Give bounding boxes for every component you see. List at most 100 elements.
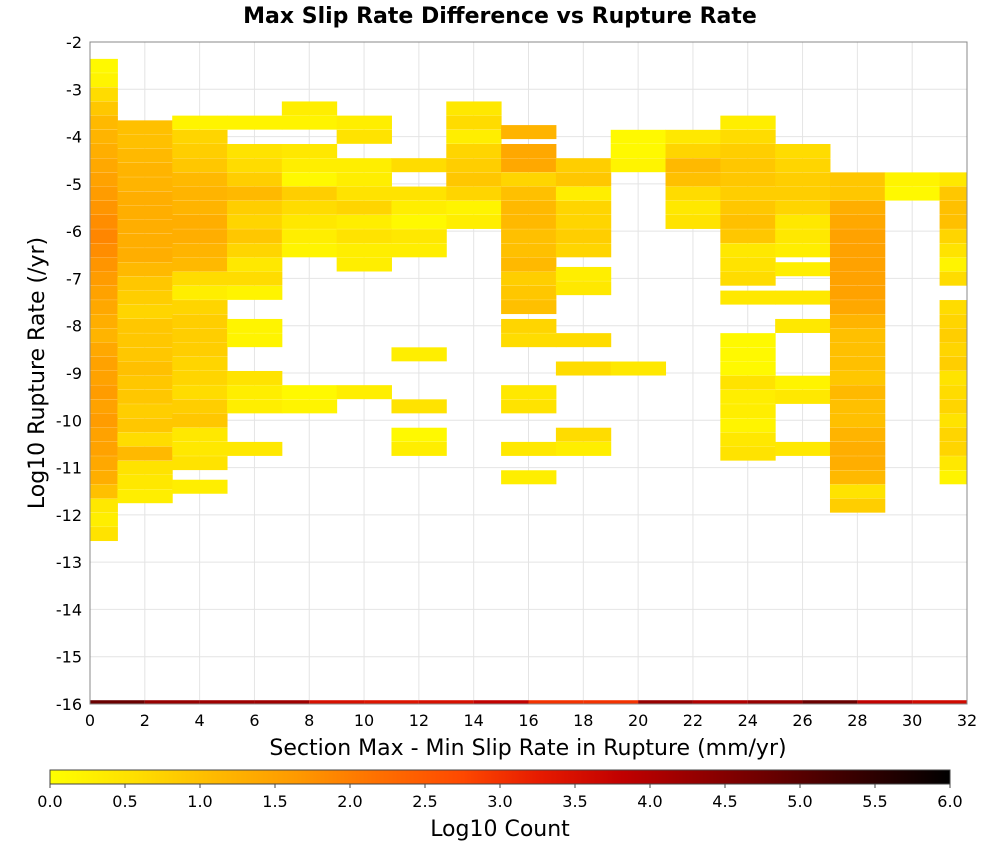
heatmap-cell bbox=[665, 172, 721, 187]
colorbar-tick-label: 3.0 bbox=[487, 792, 512, 811]
heatmap-cell bbox=[501, 285, 557, 300]
heatmap-cell bbox=[720, 389, 776, 404]
heatmap-cell bbox=[775, 200, 831, 215]
heatmap-cell bbox=[90, 243, 118, 258]
heatmap-cell bbox=[610, 361, 667, 376]
heatmap-cell bbox=[90, 512, 118, 527]
x-tick-label: 10 bbox=[354, 711, 374, 730]
heatmap-cell bbox=[172, 413, 228, 428]
heatmap-cell bbox=[90, 158, 118, 173]
heatmap-cell bbox=[555, 158, 612, 173]
heatmap-cell bbox=[117, 489, 173, 504]
heatmap-cell bbox=[391, 158, 447, 173]
heatmap-cell bbox=[117, 375, 173, 390]
heatmap-cell bbox=[336, 229, 392, 244]
heatmap-cell bbox=[172, 456, 228, 471]
x-tick-label: 12 bbox=[409, 711, 429, 730]
heatmap-cell bbox=[281, 144, 338, 159]
heatmap-cell bbox=[90, 115, 118, 130]
heatmap-cell bbox=[227, 271, 283, 286]
heatmap-cell bbox=[281, 186, 338, 201]
heatmap-cell bbox=[90, 300, 118, 315]
heatmap-cell bbox=[446, 186, 502, 201]
heatmap-cell bbox=[775, 144, 831, 159]
y-axis-label: Log10 Rupture Rate (/yr) bbox=[25, 237, 50, 509]
heatmap-cell bbox=[281, 200, 338, 215]
heatmap-cell bbox=[90, 456, 118, 471]
heatmap-cell bbox=[939, 399, 968, 414]
heatmap-cell bbox=[720, 186, 776, 201]
heatmap-cell-bottom-row bbox=[528, 700, 584, 704]
heatmap-cell bbox=[720, 375, 776, 390]
heatmap-cell bbox=[227, 200, 283, 215]
x-axis-label: Section Max - Min Slip Rate in Rupture (… bbox=[269, 736, 786, 761]
colorbar-tick-label: 3.5 bbox=[562, 792, 587, 811]
x-tick-label: 32 bbox=[957, 711, 977, 730]
heatmap-cell bbox=[829, 314, 886, 329]
heatmap-cell bbox=[90, 370, 118, 385]
heatmap-cell bbox=[90, 441, 118, 456]
heatmap-cell bbox=[501, 399, 557, 414]
heatmap-cell bbox=[90, 101, 118, 116]
heatmap-cell bbox=[172, 427, 228, 442]
heatmap-cell-bottom-row bbox=[857, 700, 913, 704]
heatmap-cell bbox=[227, 158, 283, 173]
heatmap-cell bbox=[501, 243, 557, 258]
heatmap-cell bbox=[281, 399, 338, 414]
heatmap-cell bbox=[939, 370, 968, 385]
heatmap-cell bbox=[117, 304, 173, 319]
heatmap-cell bbox=[829, 498, 886, 513]
heatmap-cell bbox=[172, 314, 228, 329]
x-tick-label: 14 bbox=[464, 711, 484, 730]
heatmap-cell bbox=[172, 441, 228, 456]
heatmap-cell bbox=[227, 144, 283, 159]
heatmap-cell bbox=[90, 200, 118, 215]
heatmap-cell bbox=[117, 248, 173, 263]
heatmap-cell-bottom-row bbox=[199, 700, 255, 704]
heatmap-cell bbox=[829, 328, 886, 343]
colorbar-tick-label: 5.5 bbox=[862, 792, 887, 811]
heatmap-cell bbox=[90, 257, 118, 272]
heatmap-cell bbox=[172, 356, 228, 371]
heatmap-cell bbox=[117, 205, 173, 220]
heatmap-cell bbox=[665, 144, 721, 159]
heatmap-cell bbox=[720, 158, 776, 173]
heatmap-cell bbox=[775, 243, 831, 258]
heatmap-cell bbox=[720, 404, 776, 419]
colorbar-tick-label: 0.0 bbox=[37, 792, 62, 811]
heatmap-cell bbox=[446, 200, 502, 215]
colorbar-tick-label: 2.0 bbox=[337, 792, 362, 811]
heatmap-cell bbox=[446, 129, 502, 144]
heatmap-cell bbox=[227, 370, 283, 385]
heatmap-cell bbox=[720, 129, 776, 144]
heatmap-cell bbox=[336, 257, 392, 272]
heatmap-cell bbox=[720, 432, 776, 447]
heatmap-cell bbox=[117, 347, 173, 362]
heatmap-cell bbox=[90, 498, 118, 513]
heatmap-cell bbox=[90, 484, 118, 499]
heatmap-cell bbox=[665, 129, 721, 144]
x-tick-label: 18 bbox=[573, 711, 593, 730]
x-tick-label: 16 bbox=[518, 711, 538, 730]
heatmap-cell bbox=[172, 186, 228, 201]
heatmap-cell bbox=[939, 314, 968, 329]
heatmap-cell bbox=[391, 214, 447, 229]
heatmap-cell bbox=[720, 200, 776, 215]
heatmap-cell bbox=[336, 385, 392, 400]
heatmap-cell-bottom-row bbox=[583, 700, 639, 704]
heatmap-cell bbox=[90, 214, 118, 229]
heatmap-cell bbox=[501, 333, 557, 348]
heatmap-cell bbox=[336, 186, 392, 201]
heatmap-cell bbox=[117, 333, 173, 348]
y-tick-label: -10 bbox=[56, 411, 82, 430]
heatmap-cell bbox=[281, 385, 338, 400]
heatmap-cell bbox=[501, 158, 557, 173]
heatmap-cell bbox=[939, 229, 968, 244]
heatmap-cell bbox=[720, 144, 776, 159]
heatmap-cell bbox=[775, 375, 831, 390]
heatmap-cell bbox=[117, 404, 173, 419]
heatmap-cell bbox=[391, 243, 447, 258]
colorbar-tick-label: 5.0 bbox=[787, 792, 812, 811]
heatmap-cell bbox=[665, 214, 721, 229]
